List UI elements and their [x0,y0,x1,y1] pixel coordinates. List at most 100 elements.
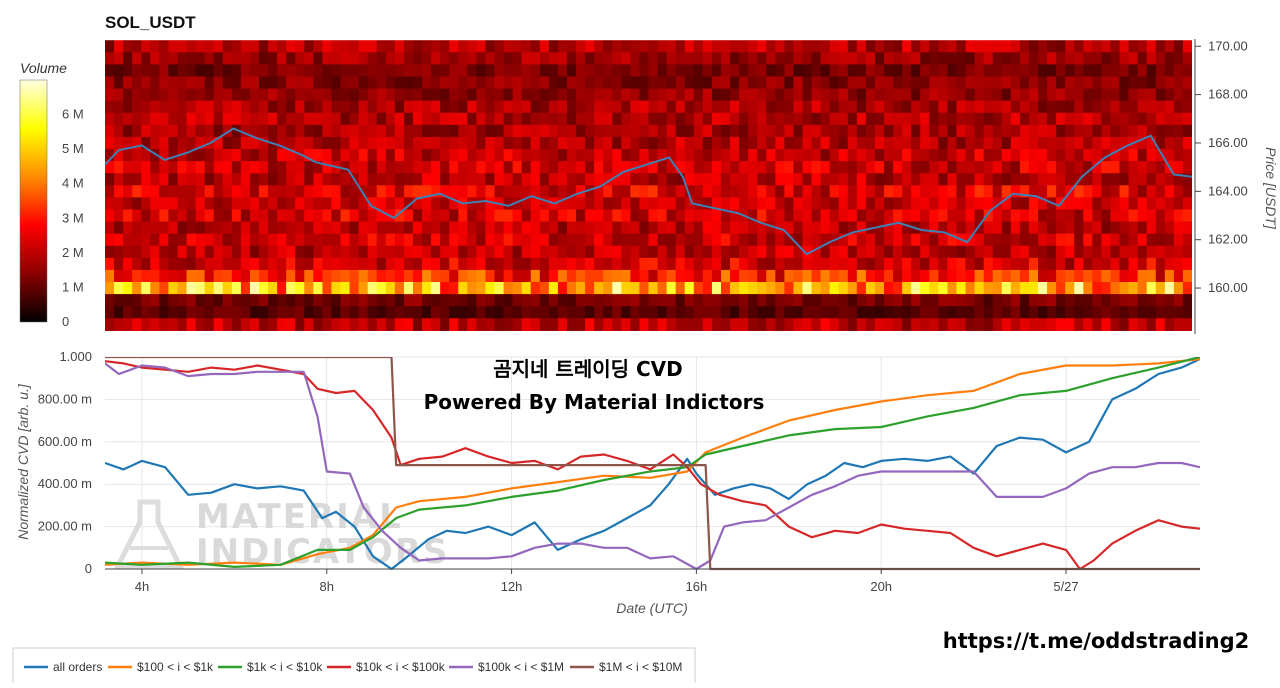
heatmap-cell [938,294,949,307]
heatmap-cell [1001,269,1012,283]
heatmap-cell [1155,257,1166,271]
heatmap-cell [557,112,568,126]
heatmap-cell [123,149,133,162]
heatmap-cell [349,100,360,114]
heatmap-cell [539,269,550,283]
heatmap-cell [585,306,595,319]
heatmap-cell [684,64,695,78]
heatmap-cell [557,161,568,174]
heatmap-cell [331,100,342,114]
heatmap-cell [458,257,468,271]
heatmap-cell [1056,52,1066,65]
heatmap-cell [231,185,242,198]
heatmap-cell [992,124,1003,138]
heatmap-cell [530,221,541,235]
heatmap-cell [177,233,188,247]
heatmap-cell [666,161,677,174]
heatmap-cell [920,257,930,271]
heatmap-cell [630,221,641,235]
heatmap-cell [829,52,840,65]
heatmap-cell [476,209,487,223]
price-tick-label: 166.00 [1208,135,1248,150]
heatmap-cell [1164,282,1175,295]
heatmap-cell [1146,64,1157,78]
cvd-x-tick-label: 8h [320,579,334,594]
heatmap-cell [811,52,822,65]
heatmap-cell [231,269,242,283]
heatmap-cell [1047,221,1057,235]
heatmap-cell [856,221,867,235]
heatmap-cell [105,149,115,162]
heatmap-cell [186,173,197,186]
heatmap-cell [847,318,858,331]
heatmap-cell [313,88,323,102]
heatmap-cell [630,149,641,162]
heatmap-cell [766,257,776,271]
heatmap-cell [1182,88,1192,102]
heatmap-cell [268,245,278,259]
heatmap-cell [775,124,785,138]
heatmap-cell [195,76,206,90]
heatmap-cell [331,257,342,271]
heatmap-cell [1038,282,1048,295]
heatmap-cell [1173,318,1184,331]
heatmap-cell [494,136,505,150]
heatmap-cell [539,282,550,295]
heatmap-cell [748,221,758,235]
heatmap-cell [603,185,613,198]
heatmap-cell [168,149,179,162]
heatmap-cell [258,221,269,235]
heatmap-cell [893,245,903,259]
heatmap-cell [639,149,650,162]
heatmap-cell [1083,197,1093,211]
heatmap-cell [503,185,514,198]
heatmap-cell [385,100,396,114]
heatmap-cell [141,233,151,247]
heatmap-cell [295,173,305,186]
heatmap-cell [856,136,867,150]
heatmap-cell [965,269,976,283]
heatmap-cell [1182,294,1192,307]
heatmap-cell [775,282,785,295]
heatmap-cell [268,221,278,235]
heatmap-cell [313,112,323,126]
heatmap-cell [331,173,342,186]
heatmap-cell [286,88,296,102]
heatmap-cell [675,269,686,283]
heatmap-cell [793,173,804,186]
heatmap-cell [1146,161,1157,174]
heatmap-cell [621,233,631,247]
heatmap-cell [385,245,396,259]
heatmap-cell [947,306,958,319]
heatmap-cell [576,245,586,259]
heatmap-cell [1155,76,1166,90]
heatmap-cell [775,233,785,247]
heatmap-cell [1092,88,1103,102]
heatmap-cell [1028,64,1039,78]
heatmap-cell [431,124,441,138]
heatmap-cell [304,76,314,90]
heatmap-cell [539,100,550,114]
flask-icon [113,499,185,569]
heatmap-cell [494,100,505,114]
heatmap-cell [1119,294,1130,307]
heatmap-cell [403,245,414,259]
heatmap-cell [557,257,568,271]
heatmap-cell [213,124,224,138]
heatmap-cell [277,221,287,235]
heatmap-cell [630,112,641,126]
heatmap-cell [367,173,378,186]
heatmap-cell [739,100,749,114]
heatmap-cell [494,221,505,235]
heatmap-cell [1137,76,1148,90]
heatmap-cell [530,64,541,78]
heatmap-cell [358,40,369,53]
heatmap-cell [358,124,369,138]
heatmap-cell [648,318,659,331]
heatmap-cell [512,161,523,174]
heatmap-cell [304,64,314,78]
heatmap-cell [277,306,287,319]
heatmap-cell [820,209,831,223]
heatmap-cell [249,282,260,295]
heatmap-cell [458,245,468,259]
